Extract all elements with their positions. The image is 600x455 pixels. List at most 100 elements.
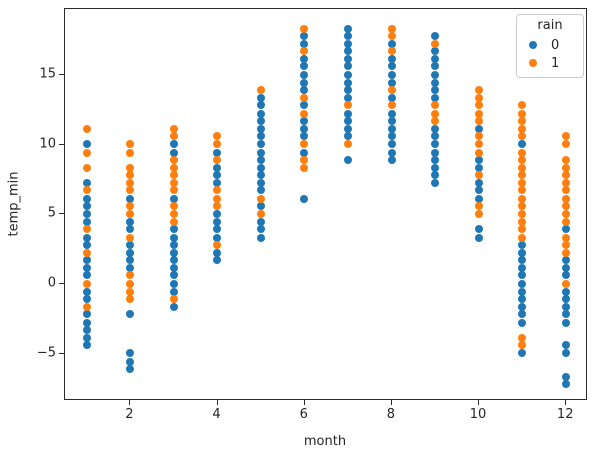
- data-point-rain-1: [387, 46, 396, 55]
- data-point-rain-1: [126, 171, 135, 180]
- data-point-rain-1: [169, 201, 178, 210]
- data-point-rain-1: [561, 186, 570, 195]
- data-point-rain-0: [431, 171, 440, 180]
- data-point-rain-1: [474, 140, 483, 149]
- data-point-rain-1: [300, 164, 309, 173]
- legend-entry-rain-0: 0: [523, 36, 577, 54]
- data-point-rain-0: [518, 140, 527, 149]
- data-point-rain-0: [344, 109, 353, 118]
- data-point-rain-0: [169, 279, 178, 288]
- data-point-rain-1: [518, 171, 527, 180]
- x-tick-label: 4: [212, 407, 221, 422]
- data-point-rain-0: [256, 125, 265, 134]
- x-tick: [390, 400, 392, 405]
- data-point-rain-1: [300, 140, 309, 149]
- x-tick: [478, 400, 480, 405]
- y-tick: [59, 352, 64, 354]
- data-point-rain-0: [82, 256, 91, 265]
- data-point-rain-1: [561, 240, 570, 249]
- data-point-rain-0: [474, 125, 483, 134]
- data-point-rain-0: [518, 264, 527, 273]
- data-point-rain-1: [518, 155, 527, 164]
- data-point-rain-0: [82, 240, 91, 249]
- data-point-rain-0: [561, 349, 570, 358]
- data-point-rain-0: [82, 271, 91, 280]
- data-point-rain-0: [82, 233, 91, 242]
- data-point-rain-0: [387, 125, 396, 134]
- data-point-rain-1: [169, 186, 178, 195]
- data-point-rain-1: [561, 249, 570, 258]
- data-point-rain-1: [126, 140, 135, 149]
- data-point-rain-0: [561, 373, 570, 382]
- x-tick-label: 12: [556, 407, 574, 422]
- data-point-rain-0: [344, 125, 353, 134]
- data-point-rain-1: [213, 155, 222, 164]
- data-point-rain-1: [213, 186, 222, 195]
- data-point-rain-0: [344, 31, 353, 40]
- data-point-rain-0: [256, 218, 265, 227]
- legend-marker-rain-0-icon: [529, 41, 537, 49]
- data-point-rain-1: [474, 171, 483, 180]
- data-point-rain-1: [561, 140, 570, 149]
- data-point-rain-0: [431, 46, 440, 55]
- data-point-rain-0: [387, 132, 396, 141]
- data-point-rain-1: [561, 164, 570, 173]
- data-point-rain-0: [213, 164, 222, 173]
- data-point-rain-1: [474, 94, 483, 103]
- data-point-rain-1: [561, 218, 570, 227]
- data-point-rain-1: [344, 101, 353, 110]
- data-point-rain-1: [474, 101, 483, 110]
- data-point-rain-0: [126, 310, 135, 319]
- data-point-rain-0: [431, 55, 440, 64]
- data-point-rain-1: [82, 125, 91, 134]
- data-point-rain-0: [256, 171, 265, 180]
- data-point-rain-0: [256, 201, 265, 210]
- data-point-rain-1: [518, 334, 527, 343]
- data-point-rain-0: [518, 349, 527, 358]
- data-point-rain-1: [169, 132, 178, 141]
- data-point-rain-0: [518, 256, 527, 265]
- data-point-rain-0: [300, 40, 309, 49]
- data-point-rain-0: [300, 86, 309, 95]
- data-point-rain-1: [518, 210, 527, 219]
- y-tick: [59, 213, 64, 215]
- data-point-rain-1: [126, 164, 135, 173]
- data-point-rain-0: [256, 140, 265, 149]
- data-point-rain-0: [126, 249, 135, 258]
- data-point-rain-0: [561, 303, 570, 312]
- data-point-rain-0: [126, 349, 135, 358]
- data-point-rain-0: [474, 194, 483, 203]
- data-point-rain-1: [126, 295, 135, 304]
- data-point-rain-0: [213, 249, 222, 258]
- data-point-rain-1: [169, 218, 178, 227]
- data-point-rain-1: [213, 132, 222, 141]
- y-tick-label: −5: [36, 345, 56, 361]
- data-point-rain-1: [300, 46, 309, 55]
- data-point-rain-1: [561, 171, 570, 180]
- data-point-rain-1: [518, 148, 527, 157]
- y-tick-label: 15: [39, 66, 56, 82]
- data-point-rain-0: [300, 194, 309, 203]
- y-tick: [59, 143, 64, 145]
- data-point-rain-0: [387, 109, 396, 118]
- y-tick-label: 10: [39, 136, 56, 152]
- data-point-rain-0: [431, 179, 440, 188]
- data-point-rain-1: [518, 116, 527, 125]
- data-point-rain-0: [126, 225, 135, 234]
- data-point-rain-0: [344, 86, 353, 95]
- data-point-rain-1: [518, 125, 527, 134]
- data-point-rain-0: [256, 148, 265, 157]
- data-point-rain-0: [213, 233, 222, 242]
- data-point-rain-1: [561, 179, 570, 188]
- data-point-rain-1: [82, 186, 91, 195]
- data-point-rain-0: [82, 288, 91, 297]
- data-point-rain-1: [169, 179, 178, 188]
- data-point-rain-0: [518, 279, 527, 288]
- x-tick: [303, 400, 305, 405]
- data-point-rain-0: [169, 140, 178, 149]
- data-point-rain-1: [561, 132, 570, 141]
- x-tick-label: 10: [469, 407, 487, 422]
- data-point-rain-0: [82, 341, 91, 350]
- data-point-rain-1: [518, 101, 527, 110]
- data-point-rain-1: [387, 86, 396, 95]
